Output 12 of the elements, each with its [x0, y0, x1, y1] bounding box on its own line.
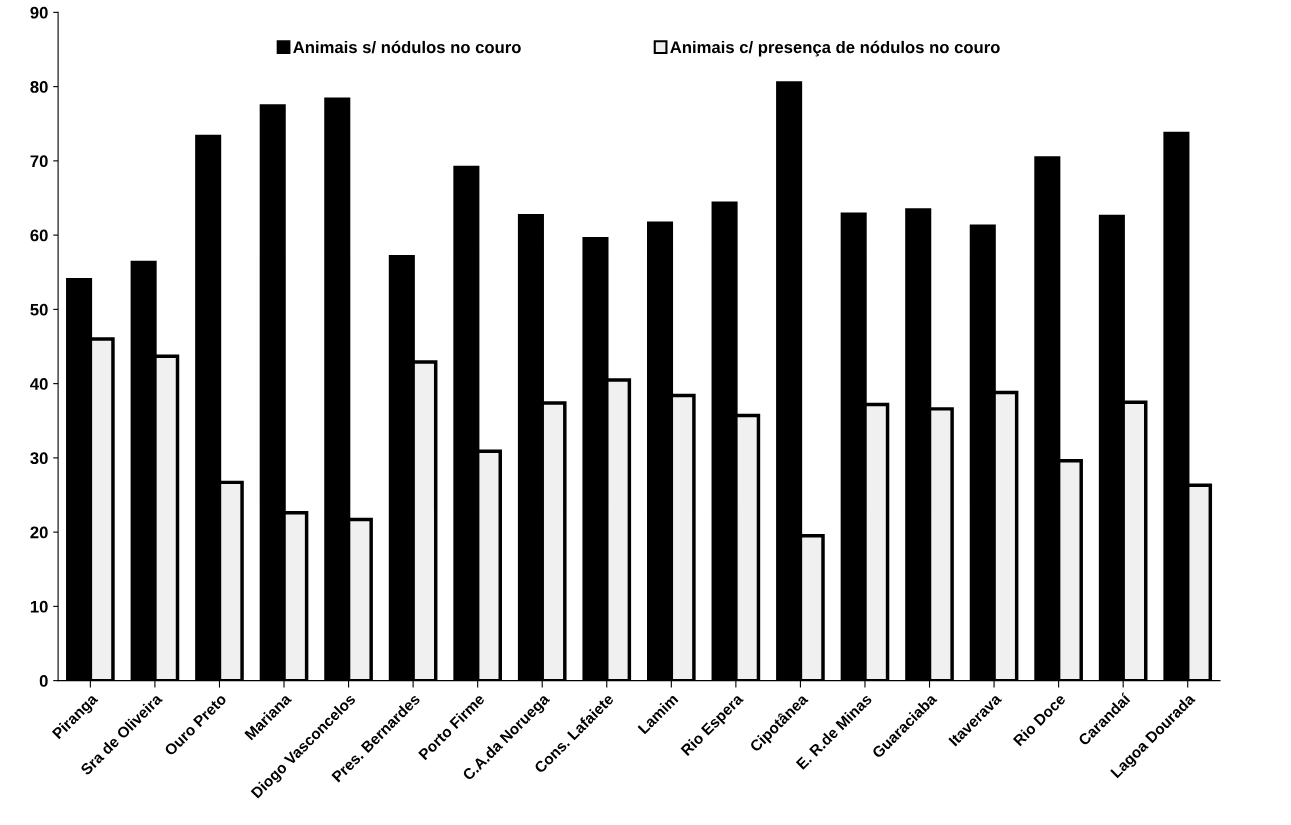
y-tick-label: 0 [39, 675, 48, 687]
legend-label: Animais s/ nódulos no couro [293, 40, 521, 54]
y-tick-label: 20 [30, 526, 48, 539]
y-tick-label: 50 [30, 303, 48, 316]
legend-label: Animais c/ presença de nódulos no couro [670, 40, 1000, 57]
y-tick-label: 90 [30, 6, 48, 19]
y-tick-label: 70 [30, 155, 48, 168]
y-tick-label: 40 [30, 378, 48, 390]
y-tick-label: 60 [30, 229, 48, 242]
y-tick-label: 30 [30, 452, 48, 465]
y-tick-label: 80 [30, 81, 48, 93]
y-tick-label: 10 [30, 600, 48, 613]
